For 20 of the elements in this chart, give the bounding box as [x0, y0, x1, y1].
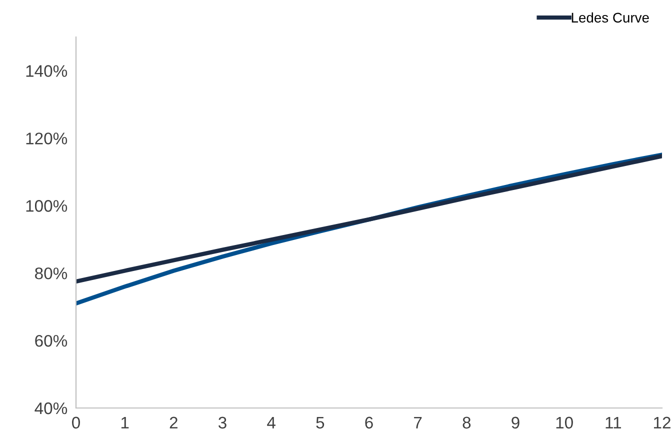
x-tick-label: 5: [316, 416, 324, 429]
y-tick-label: 120%: [26, 132, 68, 144]
y-tick-label: 80%: [35, 267, 68, 280]
x-tick-label: 1: [121, 416, 129, 428]
y-tick-label: 100%: [26, 200, 68, 212]
x-tick-label: 9: [512, 416, 520, 429]
x-tick-label: 12: [654, 416, 670, 428]
x-tick-label: 10: [556, 416, 573, 429]
x-tick-label: 4: [267, 416, 276, 428]
x-tick-label: 2: [170, 416, 178, 428]
y-tick-label: 60%: [35, 334, 68, 347]
x-tick-label: 11: [606, 416, 622, 428]
x-tick-label: 0: [72, 416, 80, 429]
y-tick-label: 40%: [34, 402, 68, 414]
x-tick-label: 6: [365, 416, 373, 429]
x-tick-label: 8: [462, 416, 471, 429]
y-tick-label: 140%: [26, 65, 68, 77]
x-tick-label: 7: [414, 416, 422, 428]
x-tick-label: 3: [218, 416, 226, 429]
legend-label: Ledes Curve: [572, 12, 649, 23]
